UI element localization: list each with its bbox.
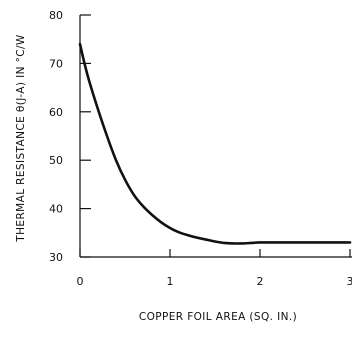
x-ticks: 0 1 2 3 [77, 249, 352, 288]
y-ticks: 30 40 50 60 70 80 [49, 9, 91, 264]
y-tick-label: 30 [49, 251, 63, 264]
y-tick-label: 80 [49, 9, 63, 22]
x-tick-label: 2 [257, 275, 264, 288]
x-axis-title: COPPER FOIL AREA (SQ. IN.) [139, 311, 297, 323]
y-axis-title: THERMAL RESISTANCE θ(J-A) IN °C/W [15, 34, 27, 243]
series [78, 42, 352, 245]
axes [79, 15, 352, 258]
x-tick-label: 1 [167, 275, 174, 288]
x-tick-label: 0 [77, 275, 84, 288]
y-tick-label: 50 [49, 154, 63, 167]
series-line [78, 42, 352, 245]
y-tick-label: 60 [49, 106, 63, 119]
x-tick-label: 3 [347, 275, 352, 288]
y-tick-label: 40 [49, 203, 63, 216]
y-tick-label: 70 [49, 57, 63, 70]
